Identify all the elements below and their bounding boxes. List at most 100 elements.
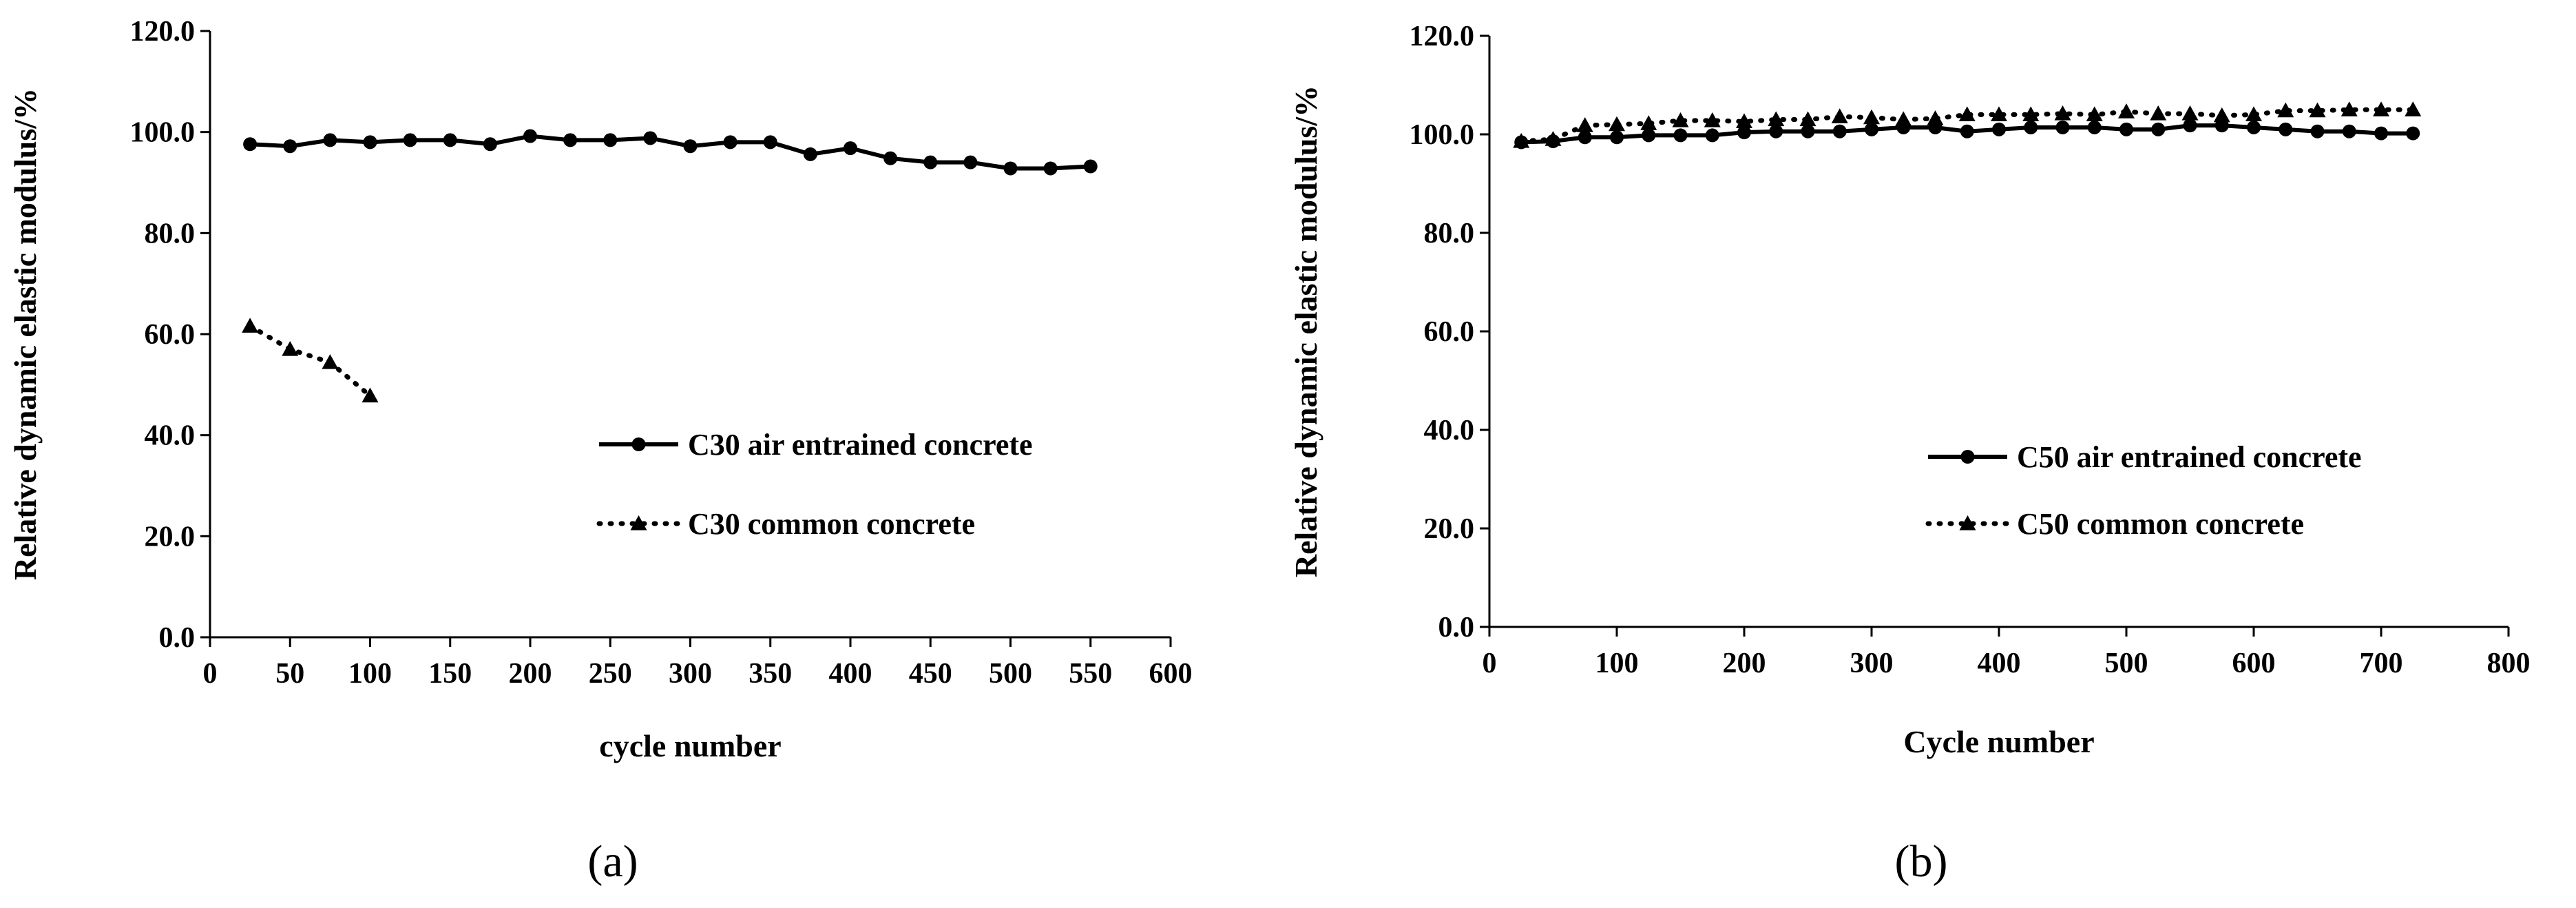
data-point	[2245, 106, 2262, 121]
data-point	[2247, 120, 2261, 134]
y-tick-label: 60.0	[145, 319, 196, 351]
data-point	[1831, 108, 1848, 123]
x-tick-label: 350	[748, 658, 792, 690]
data-point	[844, 141, 857, 156]
legend-label: C30 common concrete	[688, 507, 975, 541]
x-tick-label: 500	[2105, 648, 2148, 679]
data-point	[1003, 161, 1018, 176]
data-point	[2118, 103, 2135, 118]
legend-entry: C50 air entrained concrete	[1928, 440, 2362, 474]
x-tick-label: 100	[1595, 648, 1639, 679]
data-point	[2086, 106, 2103, 121]
data-point	[963, 155, 978, 169]
panel-label: (a)	[587, 836, 638, 887]
x-tick-label: 150	[428, 658, 472, 690]
y-tick-label: 40.0	[1424, 415, 1475, 446]
series-line	[249, 134, 1091, 171]
data-point	[1513, 133, 1530, 148]
data-point	[1640, 115, 1657, 130]
data-point	[2373, 101, 2389, 116]
data-point	[283, 139, 297, 154]
legend-entry: C50 common concrete	[1925, 507, 2304, 541]
legend-label: C30 air entrained concrete	[688, 428, 1033, 462]
x-axis-title: cycle number	[599, 728, 781, 763]
data-point	[2024, 120, 2038, 134]
y-tick-label: 100.0	[1410, 119, 1475, 151]
y-tick-label: 20.0	[145, 521, 196, 553]
data-point	[1672, 112, 1689, 127]
data-point	[1736, 113, 1752, 129]
x-axis-title: Cycle number	[1903, 724, 2094, 759]
x-tick-label: 500	[989, 658, 1032, 690]
x-tick-label: 700	[2360, 648, 2403, 679]
data-point	[403, 133, 417, 147]
data-point	[683, 139, 698, 154]
x-tick-label: 600	[1149, 658, 1193, 690]
legend-marker	[1960, 450, 1975, 464]
data-point	[2213, 107, 2230, 123]
data-point	[763, 135, 777, 149]
data-point	[1083, 159, 1098, 174]
data-point	[1801, 124, 1815, 138]
data-point	[1705, 128, 1719, 143]
data-point	[2054, 105, 2071, 121]
data-point	[2310, 124, 2325, 138]
legend-entry: C30 air entrained concrete	[599, 428, 1033, 462]
data-point	[1991, 106, 2007, 121]
data-point	[2406, 126, 2420, 141]
x-tick-label: 200	[1723, 648, 1766, 679]
data-point	[723, 135, 737, 149]
y-tick-label: 120.0	[130, 16, 196, 48]
data-point	[1992, 122, 2006, 136]
data-point	[1768, 111, 1785, 127]
data-point	[1544, 131, 1562, 146]
x-tick-label: 550	[1069, 658, 1112, 690]
data-point	[1576, 117, 1593, 132]
data-point	[2374, 126, 2388, 141]
y-tick-label: 40.0	[145, 420, 196, 452]
legend-label: C50 air entrained concrete	[2017, 440, 2362, 474]
data-point	[1799, 111, 1816, 127]
data-point	[923, 155, 938, 169]
data-point	[322, 354, 339, 369]
y-tick-label: 60.0	[1424, 316, 1475, 348]
x-tick-label: 300	[669, 658, 712, 690]
data-point	[523, 129, 537, 143]
data-point	[242, 318, 259, 333]
y-tick-label: 0.0	[1438, 612, 1475, 643]
series-line	[247, 323, 373, 398]
data-point	[362, 387, 379, 403]
y-tick-label: 80.0	[145, 218, 196, 249]
x-tick-label: 200	[509, 658, 552, 690]
chart-panel-b: 0.0 20.0 40.0 60.0 80.0 100.0 120.0 0 100 200 300 4…	[1288, 21, 2531, 887]
data-point	[883, 151, 898, 165]
data-point	[1043, 161, 1058, 176]
data-point	[2341, 101, 2358, 116]
data-point	[1704, 112, 1721, 127]
data-point	[1610, 130, 1624, 145]
legend-marker	[1959, 515, 1976, 530]
data-point	[2150, 105, 2167, 121]
data-point	[1927, 110, 1944, 125]
data-point	[2279, 122, 2293, 136]
legend-marker	[631, 437, 646, 451]
data-point	[2277, 102, 2294, 118]
data-point	[443, 133, 457, 147]
data-point	[363, 135, 377, 149]
data-point	[563, 133, 578, 147]
x-tick-label: 600	[2232, 648, 2276, 679]
data-point	[643, 131, 658, 145]
data-point	[2087, 120, 2102, 134]
legend-entry: C30 common concrete	[596, 507, 975, 541]
data-point	[1737, 125, 1751, 140]
data-point	[1673, 128, 1688, 143]
x-tick-label: 400	[1978, 648, 2021, 679]
y-tick-label: 0.0	[159, 622, 196, 654]
series-common	[242, 318, 379, 403]
x-tick-label: 800	[2487, 648, 2531, 679]
data-point	[2022, 106, 2040, 121]
data-point	[2183, 118, 2197, 133]
data-point	[1960, 124, 1974, 138]
series-common	[1513, 101, 2422, 148]
